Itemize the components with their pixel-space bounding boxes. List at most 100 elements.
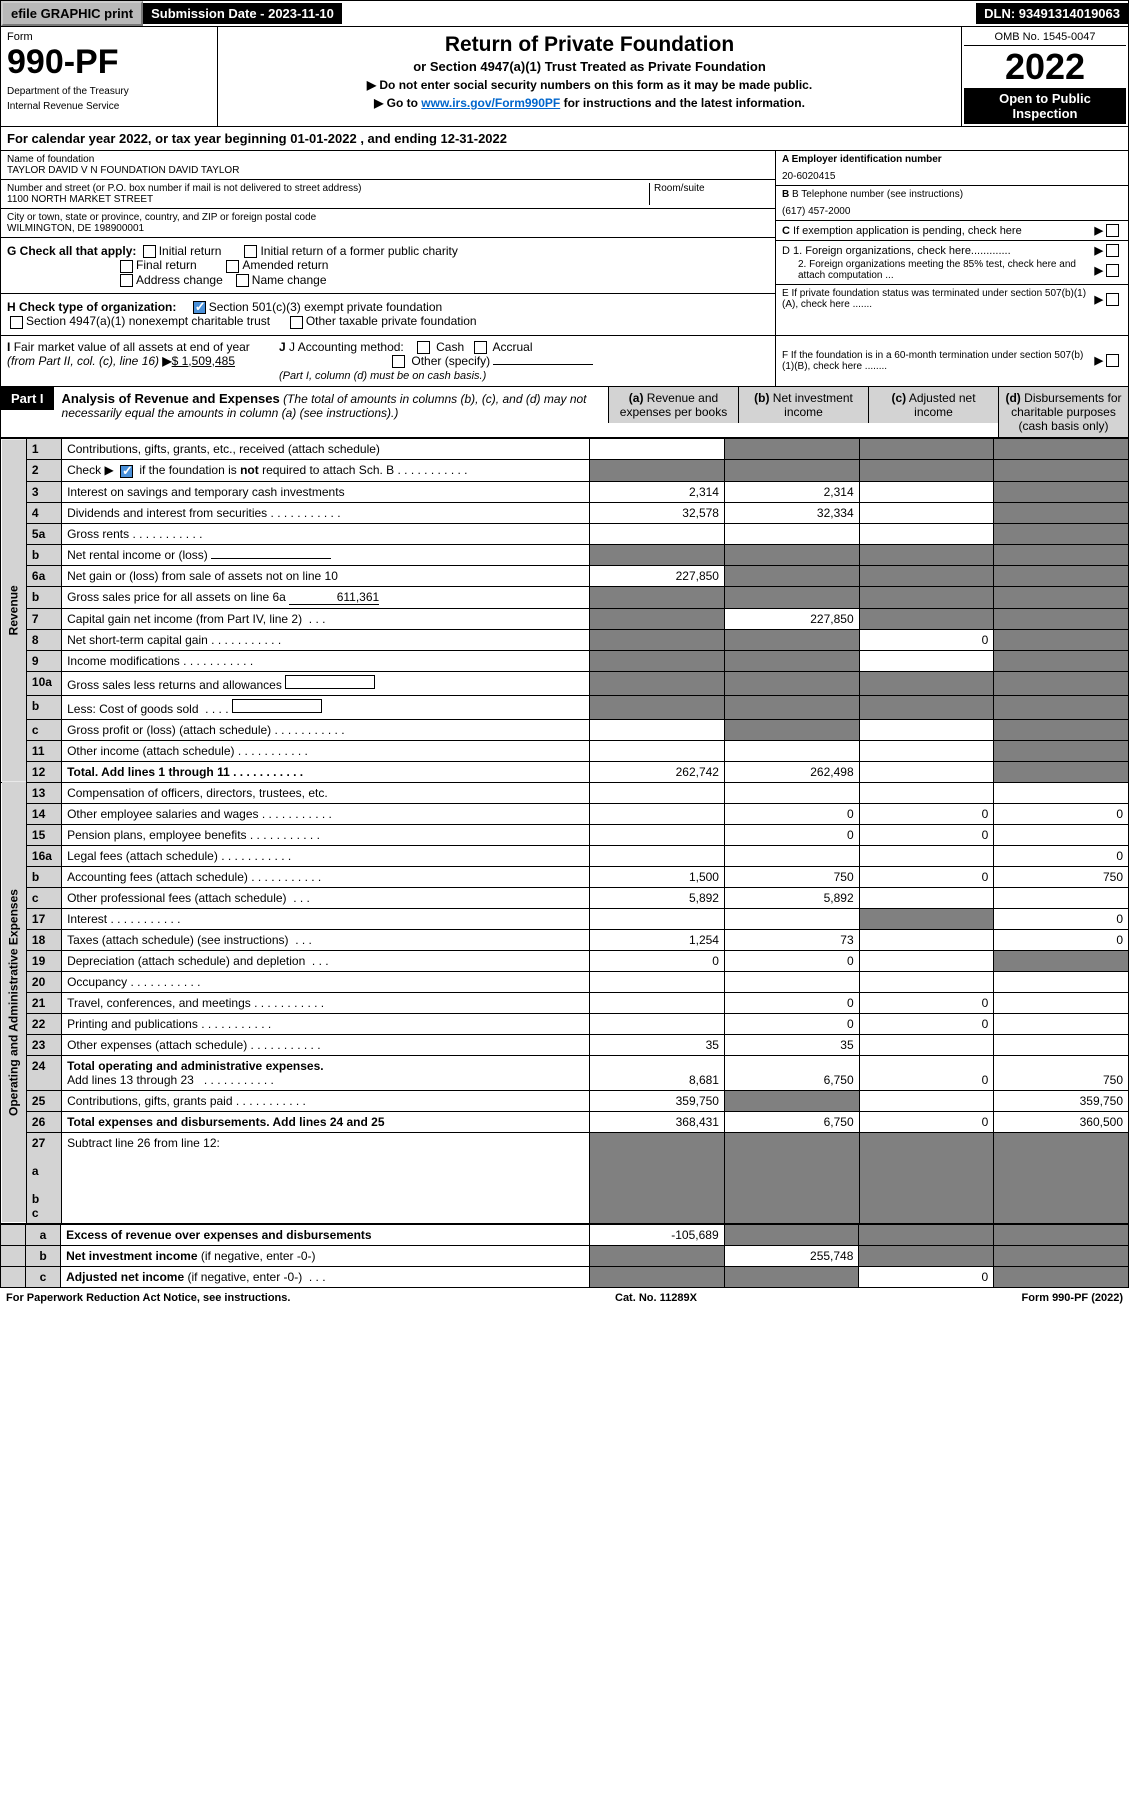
dept-treasury: Department of the Treasury: [7, 86, 211, 97]
address-change-checkbox[interactable]: [120, 274, 133, 287]
ein-label: A Employer identification number: [782, 154, 1122, 165]
part1-table-27: a Excess of revenue over expenses and di…: [0, 1224, 1129, 1288]
ein-value: 20-6020415: [782, 171, 1122, 182]
amended-return-checkbox[interactable]: [226, 260, 239, 273]
line-22: Printing and publications: [62, 1013, 590, 1034]
open-public-label: Open to Public Inspection: [964, 88, 1126, 124]
phone-value: (617) 457-2000: [782, 206, 1122, 217]
tax-year: 2022: [964, 46, 1126, 88]
d1-label: D 1. Foreign organizations, check here..…: [782, 245, 1095, 257]
instruction-2: ▶ Go to www.irs.gov/Form990PF for instru…: [224, 96, 955, 110]
60month-checkbox[interactable]: [1106, 354, 1119, 367]
foundation-city: WILMINGTON, DE 198900001: [7, 223, 769, 234]
line-4: Dividends and interest from securities: [62, 502, 590, 523]
initial-former-checkbox[interactable]: [244, 245, 257, 258]
foreign-org-checkbox[interactable]: [1106, 244, 1119, 257]
col-c-header: (c) Adjusted net income: [868, 387, 998, 423]
line-16a: Legal fees (attach schedule): [62, 845, 590, 866]
form-ref: Form 990-PF (2022): [1022, 1292, 1124, 1304]
city-label: City or town, state or province, country…: [7, 212, 769, 223]
page-footer: For Paperwork Reduction Act Notice, see …: [0, 1288, 1129, 1308]
line-6a: Net gain or (loss) from sale of assets n…: [62, 565, 590, 586]
line-12: Total. Add lines 1 through 11: [62, 761, 590, 782]
line-17: Interest: [62, 908, 590, 929]
col-d-header: (d) Disbursements for charitable purpose…: [998, 387, 1128, 437]
cat-number: Cat. No. 11289X: [615, 1292, 697, 1304]
section-i-j-f: I Fair market value of all assets at end…: [0, 336, 1129, 388]
line-27b: Net investment income (if negative, ente…: [61, 1245, 590, 1266]
g-label: G Check all that apply:: [7, 244, 136, 258]
501c3-checkbox[interactable]: [193, 301, 206, 314]
f-label: F If the foundation is in a 60-month ter…: [782, 350, 1095, 372]
terminated-checkbox[interactable]: [1106, 293, 1119, 306]
e-label: E If private foundation status was termi…: [782, 288, 1095, 310]
submission-date: Submission Date - 2023-11-10: [143, 3, 342, 24]
omb-number: OMB No. 1545-0047: [964, 29, 1126, 46]
col-a-header: (a) Revenue and expenses per books: [608, 387, 738, 423]
instruction-1: ▶ Do not enter social security numbers o…: [224, 78, 955, 92]
line-7: Capital gain net income (from Part IV, l…: [62, 608, 590, 629]
4947-checkbox[interactable]: [10, 316, 23, 329]
line-1: Contributions, gifts, grants, etc., rece…: [62, 439, 590, 460]
paperwork-notice: For Paperwork Reduction Act Notice, see …: [6, 1292, 290, 1304]
foundation-info: Name of foundation TAYLOR DAVID V N FOUN…: [0, 151, 1129, 336]
part1-header: Part I Analysis of Revenue and Expenses …: [0, 387, 1129, 438]
line-21: Travel, conferences, and meetings: [62, 992, 590, 1013]
accounting-label: J Accounting method:: [289, 340, 404, 354]
form-number: 990-PF: [7, 43, 211, 82]
exemption-checkbox[interactable]: [1106, 224, 1119, 237]
dln-number: DLN: 93491314019063: [976, 3, 1128, 24]
line-23: Other expenses (attach schedule): [62, 1034, 590, 1055]
line-5a: Gross rents: [62, 523, 590, 544]
line-14: Other employee salaries and wages: [62, 803, 590, 824]
line-11: Other income (attach schedule): [62, 740, 590, 761]
other-specify-checkbox[interactable]: [392, 355, 405, 368]
col-b-header: (b) Net investment income: [738, 387, 868, 423]
address-label: Number and street (or P.O. box number if…: [7, 183, 649, 194]
line-16b: Accounting fees (attach schedule): [62, 866, 590, 887]
cash-checkbox[interactable]: [417, 341, 430, 354]
line-27: Subtract line 26 from line 12:: [62, 1132, 590, 1223]
final-return-checkbox[interactable]: [120, 260, 133, 273]
year-box: OMB No. 1545-0047 2022 Open to Public In…: [961, 27, 1128, 126]
part1-table: Revenue 1 Contributions, gifts, grants, …: [0, 438, 1129, 1223]
form-number-box: Form 990-PF Department of the Treasury I…: [1, 27, 218, 126]
line-25: Contributions, gifts, grants paid: [62, 1090, 590, 1111]
main-title: Return of Private Foundation: [224, 33, 955, 57]
line-18: Taxes (attach schedule) (see instruction…: [62, 929, 590, 950]
title-box: Return of Private Foundation or Section …: [218, 27, 961, 126]
line-3: Interest on savings and temporary cash i…: [62, 481, 590, 502]
irs-link[interactable]: www.irs.gov/Form990PF: [421, 96, 560, 110]
part1-label: Part I: [1, 387, 54, 410]
foundation-name: TAYLOR DAVID V N FOUNDATION DAVID TAYLOR: [7, 165, 769, 176]
name-label: Name of foundation: [7, 154, 769, 165]
subtitle: or Section 4947(a)(1) Trust Treated as P…: [224, 59, 955, 74]
name-change-checkbox[interactable]: [236, 274, 249, 287]
sch-b-checkbox[interactable]: [120, 465, 133, 478]
cash-basis-note: (Part I, column (d) must be on cash basi…: [279, 370, 486, 382]
part1-title: Analysis of Revenue and Expenses: [62, 391, 280, 406]
accrual-checkbox[interactable]: [474, 341, 487, 354]
line-2: Check ▶ if the foundation is not require…: [62, 460, 590, 481]
other-taxable-checkbox[interactable]: [290, 316, 303, 329]
fmv-value: $ 1,509,485: [172, 354, 235, 368]
line-26: Total expenses and disbursements. Add li…: [62, 1111, 590, 1132]
expenses-label: Operating and Administrative Expenses: [1, 782, 27, 1223]
line-10b: Less: Cost of goods sold . . . .: [62, 695, 590, 719]
85pct-checkbox[interactable]: [1106, 264, 1119, 277]
line-24: Total operating and administrative expen…: [62, 1055, 590, 1090]
line-20: Occupancy: [62, 971, 590, 992]
form-header: Form 990-PF Department of the Treasury I…: [0, 27, 1129, 127]
calendar-year-row: For calendar year 2022, or tax year begi…: [0, 127, 1129, 151]
line-27c: Adjusted net income (if negative, enter …: [61, 1266, 590, 1287]
irs-label: Internal Revenue Service: [7, 101, 211, 112]
form-label: Form: [7, 31, 211, 43]
initial-return-checkbox[interactable]: [143, 245, 156, 258]
top-bar: efile GRAPHIC print Submission Date - 20…: [0, 0, 1129, 27]
line-10a: Gross sales less returns and allowances: [62, 671, 590, 695]
line-10c: Gross profit or (loss) (attach schedule): [62, 719, 590, 740]
foundation-address: 1100 NORTH MARKET STREET: [7, 194, 649, 205]
line-19: Depreciation (attach schedule) and deple…: [62, 950, 590, 971]
efile-print-button[interactable]: efile GRAPHIC print: [1, 1, 143, 26]
line-6b: Gross sales price for all assets on line…: [62, 586, 590, 608]
